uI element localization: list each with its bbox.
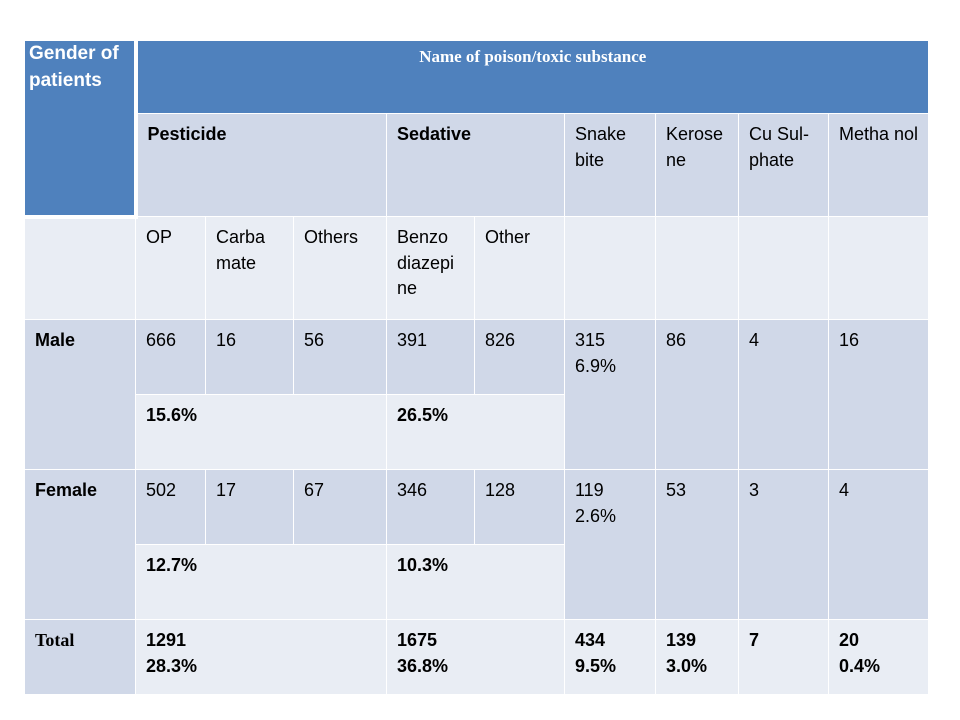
- male-methanol: 16: [827, 319, 930, 470]
- empty-cell: [738, 216, 829, 320]
- empty-cell: [827, 216, 930, 320]
- methanol-header: Metha nol: [827, 113, 930, 217]
- total-kerosene-pct: 3.0%: [666, 655, 708, 676]
- female-op: 502: [135, 469, 206, 545]
- op-header: OP: [135, 216, 206, 320]
- empty-cell: [564, 216, 656, 320]
- total-sedative: 1675 36.8%: [386, 619, 565, 695]
- male-carbamate: 16: [205, 319, 294, 395]
- total-snake-bite: 434 9.5%: [564, 619, 656, 695]
- sedative-header: Sedative: [386, 113, 565, 217]
- total-snake-bite-pct: 9.5%: [575, 655, 617, 676]
- pesticide-header: Pesticide: [135, 113, 387, 217]
- cu-sulphate-header: Cu Sul- phate: [738, 113, 829, 217]
- snake-bite-header: Snake bite: [564, 113, 656, 217]
- empty-cell: [655, 216, 739, 320]
- others-header: Others: [293, 216, 387, 320]
- total-kerosene: 139 3.0%: [655, 619, 739, 695]
- poisoning-table: Gender of patients Name of poison/toxic …: [24, 40, 930, 695]
- female-sedative-pct: 10.3%: [386, 544, 565, 620]
- total-methanol: 20 0.4%: [827, 619, 930, 695]
- female-others: 67: [293, 469, 387, 545]
- male-cu-sulphate: 4: [738, 319, 829, 470]
- male-others: 56: [293, 319, 387, 395]
- gender-header: Gender of patients: [24, 40, 138, 219]
- total-pesticide-count: 1291: [146, 630, 187, 650]
- male-op: 666: [135, 319, 206, 395]
- male-label: Male: [24, 319, 136, 470]
- total-pesticide: 1291 28.3%: [135, 619, 387, 695]
- carbamate-header: Carba mate: [205, 216, 294, 320]
- male-other: 826: [474, 319, 565, 395]
- male-benzodiazepine: 391: [386, 319, 475, 395]
- male-pesticide-pct: 15.6%: [135, 394, 387, 470]
- female-methanol: 4: [827, 469, 930, 620]
- female-other: 128: [474, 469, 565, 545]
- male-sedative-pct: 26.5%: [386, 394, 565, 470]
- female-carbamate: 17: [205, 469, 294, 545]
- empty-cell: [24, 216, 136, 320]
- female-benzodiazepine: 346: [386, 469, 475, 545]
- female-cu-sulphate: 3: [738, 469, 829, 620]
- total-pesticide-pct: 28.3%: [146, 655, 198, 676]
- total-sedative-pct: 36.8%: [397, 655, 449, 676]
- female-snake-bite-pct: 2.6%: [575, 505, 617, 526]
- total-cu-sulphate: 7: [738, 619, 829, 695]
- female-snake-bite-count: 119: [575, 480, 604, 500]
- total-methanol-count: 20: [839, 630, 860, 650]
- female-label: Female: [24, 469, 136, 620]
- benzodiazepine-header: Benzo diazepi ne: [386, 216, 475, 320]
- other-header: Other: [474, 216, 565, 320]
- male-snake-bite-pct: 6.9%: [575, 355, 617, 376]
- female-snake-bite: 119 2.6%: [564, 469, 656, 620]
- total-sedative-count: 1675: [397, 630, 438, 650]
- female-pesticide-pct: 12.7%: [135, 544, 387, 620]
- total-methanol-pct: 0.4%: [839, 655, 881, 676]
- total-snake-bite-count: 434: [575, 630, 606, 650]
- male-kerosene: 86: [655, 319, 739, 470]
- kerosene-header: Kerose ne: [655, 113, 739, 217]
- male-snake-bite: 315 6.9%: [564, 319, 656, 470]
- total-label: Total: [24, 619, 136, 695]
- male-snake-bite-count: 315: [575, 330, 606, 350]
- total-kerosene-count: 139: [666, 630, 697, 650]
- female-kerosene: 53: [655, 469, 739, 620]
- poison-name-header: Name of poison/toxic substance: [134, 40, 930, 114]
